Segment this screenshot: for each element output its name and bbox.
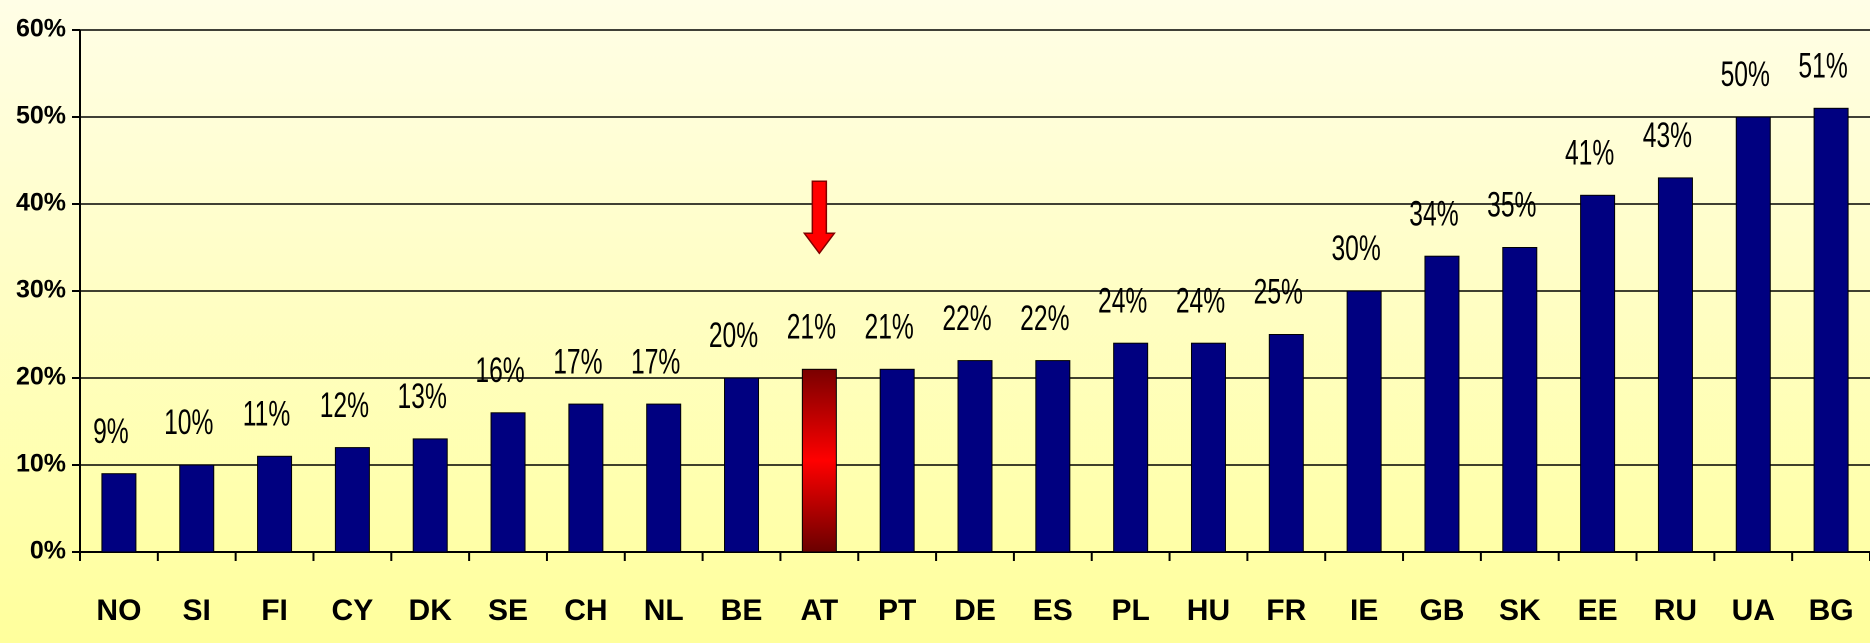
y-tick-label: 30%: [16, 276, 66, 304]
value-label: 9%: [93, 413, 129, 451]
y-tick-label: 0%: [30, 537, 66, 565]
bar: [801, 368, 837, 553]
value-label: 22%: [1020, 300, 1069, 338]
bar: [879, 368, 915, 553]
x-tick-label: AT: [800, 594, 838, 627]
x-tick-label: CH: [564, 594, 607, 627]
x-tick-label: CY: [332, 594, 374, 627]
bar: [1268, 334, 1304, 553]
value-label: 41%: [1565, 134, 1614, 172]
value-label: 43%: [1643, 117, 1692, 155]
y-tick-label: 20%: [16, 363, 66, 391]
value-label: 50%: [1721, 56, 1770, 94]
bar: [1735, 116, 1771, 553]
value-label: 16%: [475, 352, 524, 390]
value-label: 11%: [243, 395, 290, 433]
x-tick-label: SK: [1499, 594, 1541, 627]
bar: [957, 360, 993, 553]
value-label: 21%: [787, 308, 836, 346]
x-tick-label: HU: [1187, 594, 1230, 627]
value-label: 25%: [1254, 274, 1303, 312]
x-tick-label: SE: [488, 594, 528, 627]
value-label: 30%: [1331, 230, 1380, 268]
y-tick-label: 10%: [16, 450, 66, 478]
x-tick-label: EE: [1578, 594, 1618, 627]
value-label: 17%: [553, 343, 602, 381]
value-label: 22%: [942, 300, 991, 338]
value-label: 51%: [1798, 47, 1847, 85]
x-tick-label: FR: [1266, 594, 1306, 627]
bar: [1502, 247, 1538, 553]
value-label: 10%: [164, 404, 213, 442]
bar: [568, 403, 604, 553]
value-label: 21%: [865, 308, 914, 346]
bar: [334, 447, 370, 553]
bar: [101, 473, 137, 553]
x-tick-label: PL: [1111, 594, 1149, 627]
x-tick-label: GB: [1419, 594, 1464, 627]
bar: [1113, 342, 1149, 553]
y-tick-label: 40%: [16, 189, 66, 217]
bar: [646, 403, 682, 553]
x-tick-label: DE: [954, 594, 996, 627]
highlight-arrow: [802, 180, 836, 255]
bar: [412, 438, 448, 553]
x-tick-label: ES: [1033, 594, 1073, 627]
bar: [1346, 290, 1382, 553]
value-label: 34%: [1409, 195, 1458, 233]
bar: [257, 455, 293, 553]
bar: [1580, 194, 1616, 553]
bar: [724, 377, 760, 553]
x-tick-label: FI: [261, 594, 288, 627]
x-tick-label: NL: [644, 594, 684, 627]
y-tick-label: 50%: [16, 102, 66, 130]
x-tick-label: PT: [878, 594, 916, 627]
bar: [1035, 360, 1071, 553]
x-tick-label: DK: [409, 594, 453, 627]
y-tick-label: 60%: [16, 15, 66, 43]
x-tick-label: BE: [721, 594, 763, 627]
bar: [1657, 177, 1693, 553]
value-label: 35%: [1487, 187, 1536, 225]
bar: [1424, 255, 1460, 553]
bar: [1190, 342, 1226, 553]
bar: [490, 412, 526, 553]
bar: [179, 464, 215, 553]
x-tick-label: BG: [1809, 594, 1854, 627]
bar: [1813, 107, 1849, 553]
value-label: 12%: [320, 387, 369, 425]
x-tick-label: SI: [183, 594, 211, 627]
x-tick-label: RU: [1654, 594, 1697, 627]
x-tick-label: NO: [96, 594, 141, 627]
value-label: 24%: [1176, 282, 1225, 320]
value-label: 17%: [631, 343, 680, 381]
value-label: 13%: [398, 378, 447, 416]
x-tick-label: UA: [1732, 594, 1775, 627]
value-label: 24%: [1098, 282, 1147, 320]
value-label: 20%: [709, 317, 758, 355]
x-tick-label: IE: [1350, 594, 1378, 627]
